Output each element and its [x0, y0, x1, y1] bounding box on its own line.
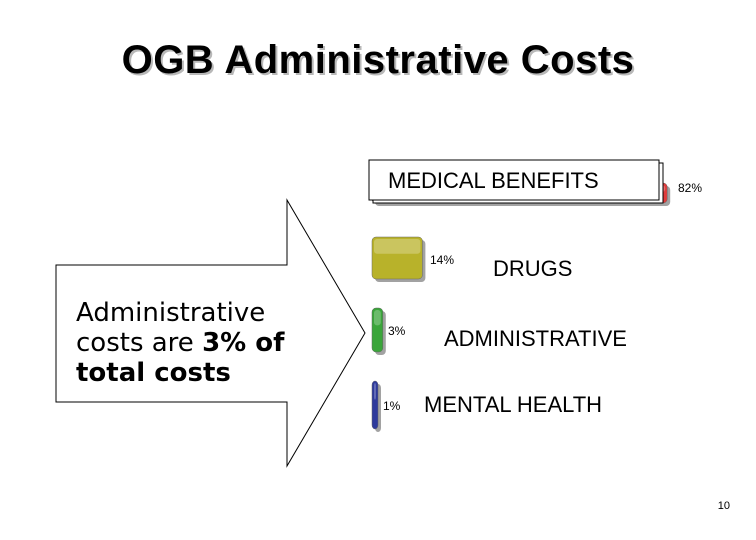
- value-label-mental-health: 1%: [383, 399, 401, 413]
- callout-text: Administrative costs are 3% of total cos…: [76, 298, 336, 388]
- bar-mental-health: [371, 380, 379, 430]
- callout-line-2: costs are 3% of: [76, 328, 336, 358]
- callout-line-2-prefix: costs are: [76, 328, 203, 358]
- value-label-medical-benefits: 82%: [678, 181, 702, 195]
- category-label-drugs: DRUGS: [493, 256, 572, 281]
- bar-highlight-drugs: [374, 239, 421, 254]
- bar-drugs: [371, 236, 423, 280]
- bar-administrative: [371, 307, 384, 353]
- value-label-administrative: 3%: [388, 324, 406, 338]
- callout-line-3: total costs: [76, 358, 336, 388]
- category-label-mental-health: MENTAL HEALTH: [424, 392, 602, 417]
- callout-line-3-bold: total costs: [76, 358, 231, 388]
- callout-line-1: Administrative: [76, 298, 266, 328]
- bar-highlight-administrative: [374, 310, 381, 326]
- bar-highlight-mental-health: [374, 383, 376, 400]
- value-label-drugs: 14%: [430, 253, 454, 267]
- category-label-medical-benefits: MEDICAL BENEFITS: [388, 168, 599, 193]
- category-label-box-front-medical-benefits: [368, 159, 660, 201]
- slide-title: OGB Administrative Costs: [121, 38, 635, 82]
- page-number: 10: [717, 500, 730, 512]
- category-label-administrative: ADMINISTRATIVE: [444, 326, 627, 351]
- callout-line-2-bold: 3% of: [202, 328, 285, 358]
